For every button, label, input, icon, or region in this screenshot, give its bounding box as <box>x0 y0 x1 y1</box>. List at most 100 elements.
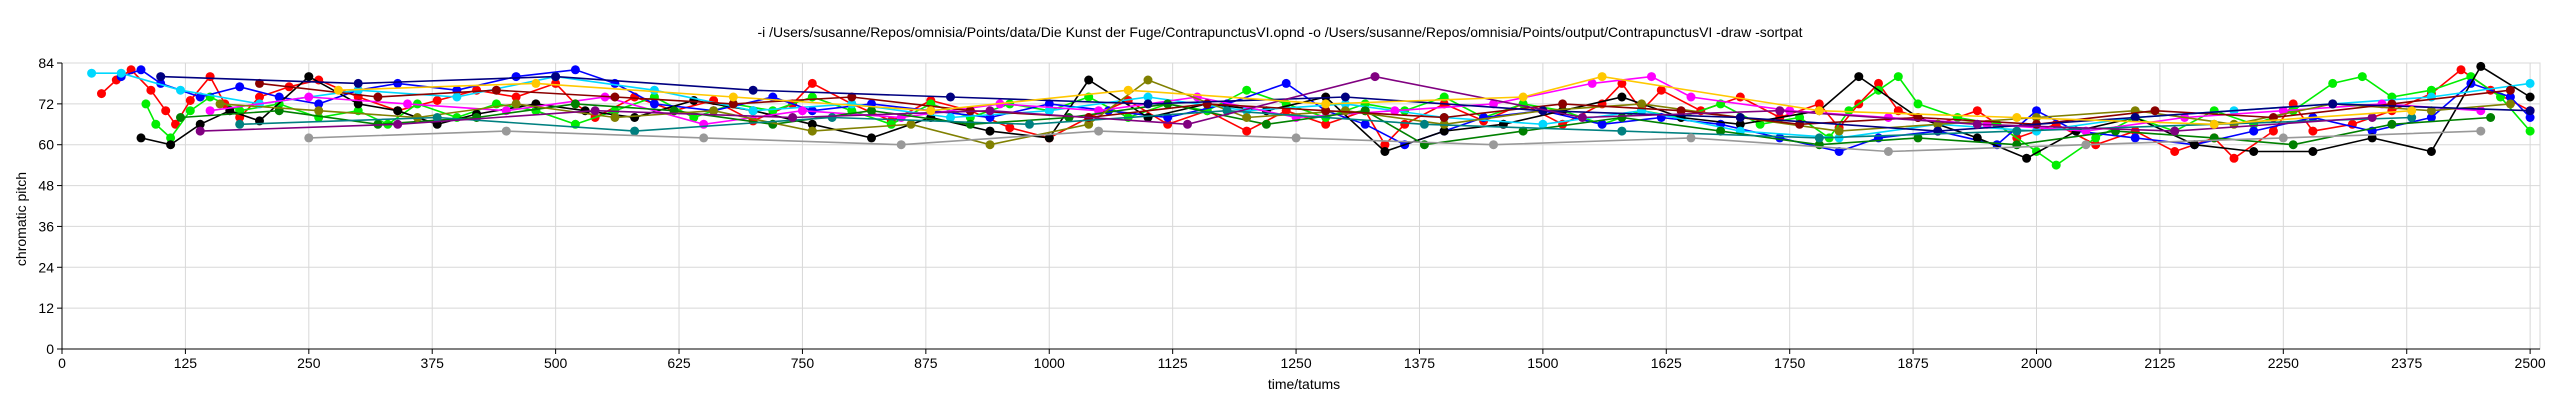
data-point <box>1370 72 1380 82</box>
data-point <box>2012 113 2022 122</box>
data-point <box>432 96 442 105</box>
data-point <box>1340 92 1350 102</box>
data-point <box>1044 99 1054 109</box>
data-point <box>1647 72 1656 82</box>
data-point <box>176 85 185 95</box>
data-point <box>699 119 709 129</box>
data-point <box>748 85 758 95</box>
data-point <box>176 113 185 122</box>
data-point <box>2505 92 2515 102</box>
data-point <box>807 78 817 88</box>
data-point <box>610 113 620 122</box>
data-point <box>314 106 324 116</box>
data-point <box>2012 126 2022 136</box>
data-point <box>1617 126 1627 136</box>
data-point <box>2328 78 2338 88</box>
data-point <box>1005 123 1015 133</box>
data-point <box>1637 99 1647 109</box>
y-tick-label: 24 <box>38 259 54 275</box>
data-point <box>1489 140 1498 150</box>
data-point <box>1676 106 1686 116</box>
data-point <box>1400 119 1410 129</box>
data-point <box>2426 113 2436 122</box>
data-point <box>235 82 245 92</box>
data-point <box>1814 133 1824 143</box>
x-tick-label: 625 <box>667 355 691 371</box>
data-point <box>304 92 314 102</box>
data-point <box>353 99 363 109</box>
data-point <box>896 140 906 150</box>
data-point <box>531 78 541 88</box>
data-point <box>2525 92 2535 102</box>
chart-title: -i /Users/susanne/Repos/omnisia/Points/d… <box>757 24 1802 40</box>
data-point <box>2426 85 2436 95</box>
data-point <box>1716 126 1726 136</box>
data-point <box>274 92 284 102</box>
data-point <box>1686 133 1696 143</box>
data-point <box>807 126 817 136</box>
data-point <box>353 78 363 88</box>
data-point <box>2288 140 2298 150</box>
data-point <box>1044 133 1054 143</box>
data-point <box>511 72 521 82</box>
data-point <box>797 106 807 116</box>
data-point <box>649 99 659 109</box>
data-point <box>2476 106 2486 116</box>
x-tick-label: 0 <box>58 355 66 371</box>
data-point <box>1577 113 1587 122</box>
data-point <box>511 99 521 109</box>
y-tick-label: 84 <box>38 55 54 71</box>
data-point <box>985 126 995 136</box>
data-point <box>1834 126 1844 136</box>
data-point <box>2308 126 2318 136</box>
data-point <box>2407 106 2417 116</box>
x-tick-label: 875 <box>914 355 938 371</box>
y-tick-label: 48 <box>38 178 54 194</box>
series-line <box>259 82 2511 126</box>
data-point <box>1489 99 1498 109</box>
data-point <box>630 126 640 136</box>
data-point <box>630 113 640 122</box>
data-point <box>1775 106 1785 116</box>
data-point <box>1439 113 1449 122</box>
data-point <box>2170 147 2180 156</box>
data-point <box>1814 99 1824 109</box>
data-point <box>255 92 264 102</box>
series-13 <box>333 72 2417 129</box>
data-point <box>1617 92 1627 102</box>
data-point <box>501 126 511 136</box>
series-line <box>338 75 2412 126</box>
data-point <box>2476 61 2486 71</box>
data-point <box>1883 147 1893 156</box>
x-tick-label: 2250 <box>2268 355 2299 371</box>
data-point <box>1143 75 1153 85</box>
data-point <box>116 68 126 78</box>
data-point <box>847 92 857 102</box>
axes <box>61 63 2540 350</box>
data-point <box>1854 72 1864 82</box>
data-point <box>867 133 876 143</box>
data-point <box>2150 106 2160 116</box>
data-point <box>1084 75 1094 85</box>
data-point <box>2486 113 2496 122</box>
data-point <box>2081 140 2091 150</box>
data-point <box>2525 106 2535 116</box>
data-point <box>1844 106 1854 116</box>
x-tick-label: 250 <box>297 355 321 371</box>
data-point <box>867 106 876 116</box>
data-point <box>161 106 171 116</box>
series-line <box>239 109 2412 139</box>
data-point <box>2357 72 2367 82</box>
data-point <box>728 92 738 102</box>
data-point <box>1321 106 1331 116</box>
data-point <box>1321 119 1331 129</box>
data-point <box>1913 133 1923 143</box>
data-point <box>2367 113 2377 122</box>
data-point <box>255 78 264 88</box>
data-point <box>215 99 225 109</box>
data-point <box>1242 85 1252 95</box>
data-point <box>511 92 521 102</box>
data-point <box>906 119 916 129</box>
data-point <box>2249 126 2259 136</box>
